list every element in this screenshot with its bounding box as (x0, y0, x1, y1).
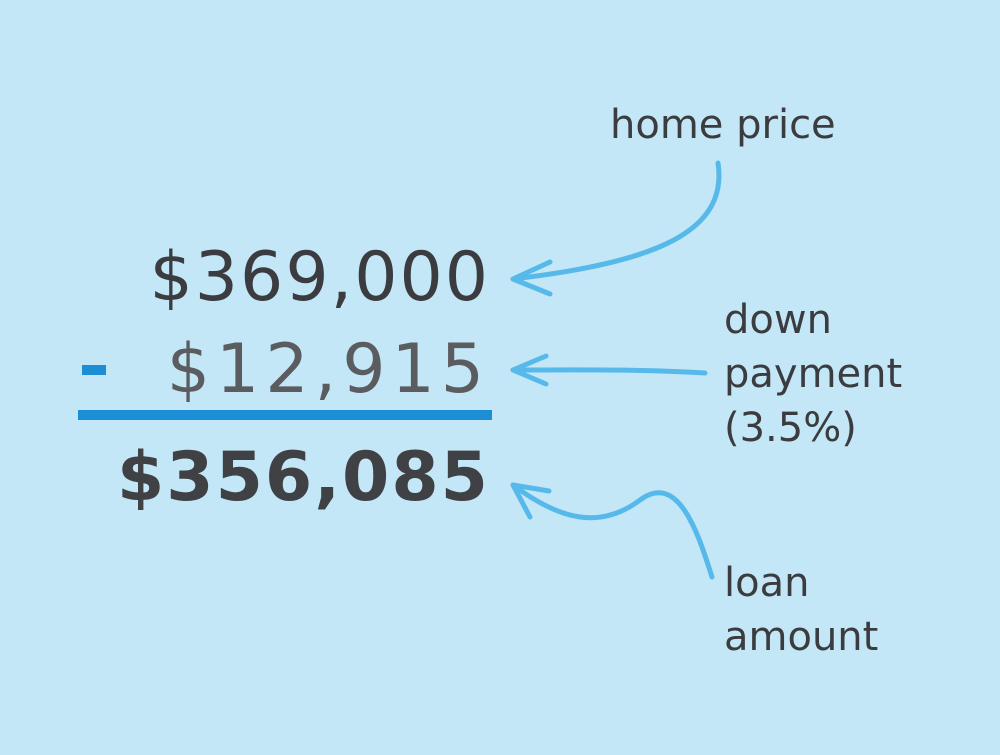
loan-amount-label-line: amount (724, 614, 879, 660)
down-payment-label-line: payment (724, 351, 903, 397)
loan-amount-label: loan amount (724, 556, 878, 664)
loan-amount-total: $356,085 (116, 438, 490, 517)
sum-rule-line (78, 410, 492, 420)
down-payment-arrow-icon (510, 353, 708, 387)
minus-sign (82, 365, 106, 375)
home-price-arrow-icon (510, 160, 722, 297)
down-payment-label: down payment (3.5%) (724, 293, 902, 455)
loan-amount-arrow-icon (510, 482, 715, 580)
loan-amount-label-line: loan (724, 560, 810, 606)
home-price-amount: $369,000 (149, 238, 490, 317)
down-payment-label-line: down (724, 297, 832, 343)
down-payment-amount: $12,915 (166, 330, 490, 409)
down-payment-label-line: (3.5%) (724, 405, 857, 451)
home-price-label: home price (610, 102, 836, 148)
